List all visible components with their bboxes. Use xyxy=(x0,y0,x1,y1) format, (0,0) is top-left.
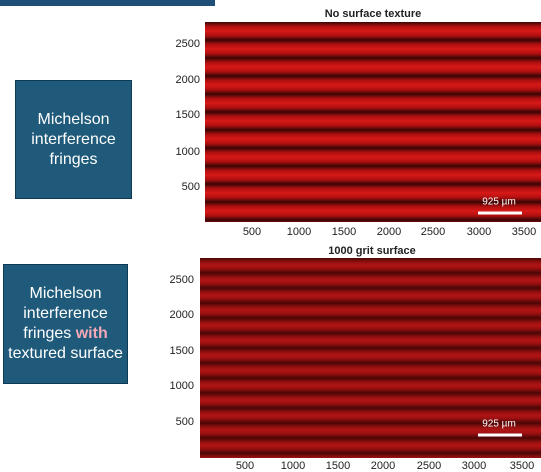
x-tick-label: 2000 xyxy=(377,226,401,238)
x-tick-label: 1500 xyxy=(326,460,350,472)
fringe-image xyxy=(205,22,541,222)
panel-title: No surface texture xyxy=(325,8,422,20)
y-tick-label: 2500 xyxy=(176,38,200,50)
figures: No surface texture 2500 2000 1500 1000 500 500… xyxy=(0,0,541,472)
x-tick-label: 3500 xyxy=(510,460,534,472)
x-tick-label: 1000 xyxy=(287,226,311,238)
x-tick-label: 2500 xyxy=(417,460,441,472)
y-tick-label: 2500 xyxy=(170,274,194,286)
y-tick-label: 1000 xyxy=(170,380,194,392)
x-tick-label: 3500 xyxy=(512,226,536,238)
x-tick-label: 3000 xyxy=(467,226,491,238)
x-tick-label: 1500 xyxy=(332,226,356,238)
x-tick-label: 1000 xyxy=(281,460,305,472)
panel-title: 1000 grit surface xyxy=(328,245,415,257)
scale-label: 925 µm xyxy=(482,419,516,430)
y-tick-label: 1500 xyxy=(176,109,200,121)
x-tick-label: 3000 xyxy=(462,460,486,472)
x-tick-label: 2500 xyxy=(421,226,445,238)
x-tick-label: 2000 xyxy=(371,460,395,472)
y-tick-label: 1500 xyxy=(170,345,194,357)
x-tick-label: 500 xyxy=(236,460,254,472)
y-tick-label: 2000 xyxy=(176,74,200,86)
y-tick-label: 2000 xyxy=(170,309,194,321)
y-tick-label: 500 xyxy=(182,181,200,193)
x-tick-label: 500 xyxy=(243,226,261,238)
y-tick-label: 500 xyxy=(176,416,194,428)
slide: Michelson interference fringes Michelson… xyxy=(0,0,541,472)
scale-label: 925 µm xyxy=(482,197,516,208)
y-tick-label: 1000 xyxy=(176,146,200,158)
